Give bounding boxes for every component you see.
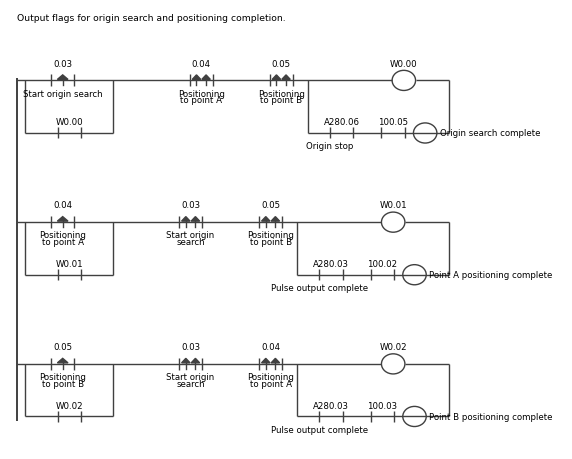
Text: 0.03: 0.03 xyxy=(53,60,72,68)
Text: Origin stop: Origin stop xyxy=(307,142,353,151)
Polygon shape xyxy=(191,217,200,222)
Text: Point A positioning complete: Point A positioning complete xyxy=(430,271,553,280)
Polygon shape xyxy=(57,358,68,363)
Polygon shape xyxy=(192,76,201,80)
Text: Pulse output complete: Pulse output complete xyxy=(271,425,368,434)
Text: Positioning: Positioning xyxy=(178,90,225,98)
Text: 0.05: 0.05 xyxy=(272,60,291,68)
Text: W0.00: W0.00 xyxy=(390,60,418,68)
Text: 0.04: 0.04 xyxy=(261,342,280,351)
Text: Positioning: Positioning xyxy=(247,231,294,240)
Text: Pulse output complete: Pulse output complete xyxy=(271,283,368,292)
Text: 0.05: 0.05 xyxy=(53,342,72,351)
Text: to point B: to point B xyxy=(42,379,84,388)
Text: Positioning: Positioning xyxy=(258,90,305,98)
Polygon shape xyxy=(271,358,280,363)
Text: to point A: to point A xyxy=(42,237,84,246)
Text: Start origin search: Start origin search xyxy=(23,90,102,98)
Text: search: search xyxy=(176,379,205,388)
Text: A280.03: A280.03 xyxy=(313,259,349,268)
Polygon shape xyxy=(282,76,291,80)
Polygon shape xyxy=(181,358,190,363)
Text: 100.02: 100.02 xyxy=(367,259,398,268)
Text: W0.00: W0.00 xyxy=(55,118,83,127)
Text: 0.05: 0.05 xyxy=(261,201,280,210)
Text: to point A: to point A xyxy=(249,379,292,388)
Polygon shape xyxy=(261,217,270,222)
Polygon shape xyxy=(191,358,200,363)
Text: Start origin: Start origin xyxy=(166,231,214,240)
Text: search: search xyxy=(176,237,205,246)
Text: 0.03: 0.03 xyxy=(181,201,200,210)
Text: A280.06: A280.06 xyxy=(324,118,359,127)
Text: W0.02: W0.02 xyxy=(379,342,407,351)
Text: Start origin: Start origin xyxy=(166,372,214,381)
Text: W0.02: W0.02 xyxy=(55,401,83,410)
Text: to point B: to point B xyxy=(249,237,292,246)
Polygon shape xyxy=(181,217,190,222)
Polygon shape xyxy=(57,217,68,222)
Text: Origin search complete: Origin search complete xyxy=(440,129,541,138)
Text: Positioning: Positioning xyxy=(247,372,294,381)
Polygon shape xyxy=(271,217,280,222)
Text: Point B positioning complete: Point B positioning complete xyxy=(430,412,553,421)
Text: 0.04: 0.04 xyxy=(192,60,211,68)
Text: 100.05: 100.05 xyxy=(378,118,408,127)
Polygon shape xyxy=(272,76,281,80)
Polygon shape xyxy=(202,76,210,80)
Text: 0.04: 0.04 xyxy=(53,201,72,210)
Polygon shape xyxy=(57,76,68,80)
Text: to point B: to point B xyxy=(260,96,303,105)
Text: 0.03: 0.03 xyxy=(181,342,200,351)
Text: 100.03: 100.03 xyxy=(367,401,398,410)
Text: Positioning: Positioning xyxy=(39,231,86,240)
Text: Output flags for origin search and positioning completion.: Output flags for origin search and posit… xyxy=(17,14,286,23)
Text: Positioning: Positioning xyxy=(39,372,86,381)
Text: W0.01: W0.01 xyxy=(379,201,407,210)
Text: to point A: to point A xyxy=(180,96,223,105)
Polygon shape xyxy=(261,358,270,363)
Text: W0.01: W0.01 xyxy=(55,259,83,268)
Text: A280.03: A280.03 xyxy=(313,401,349,410)
